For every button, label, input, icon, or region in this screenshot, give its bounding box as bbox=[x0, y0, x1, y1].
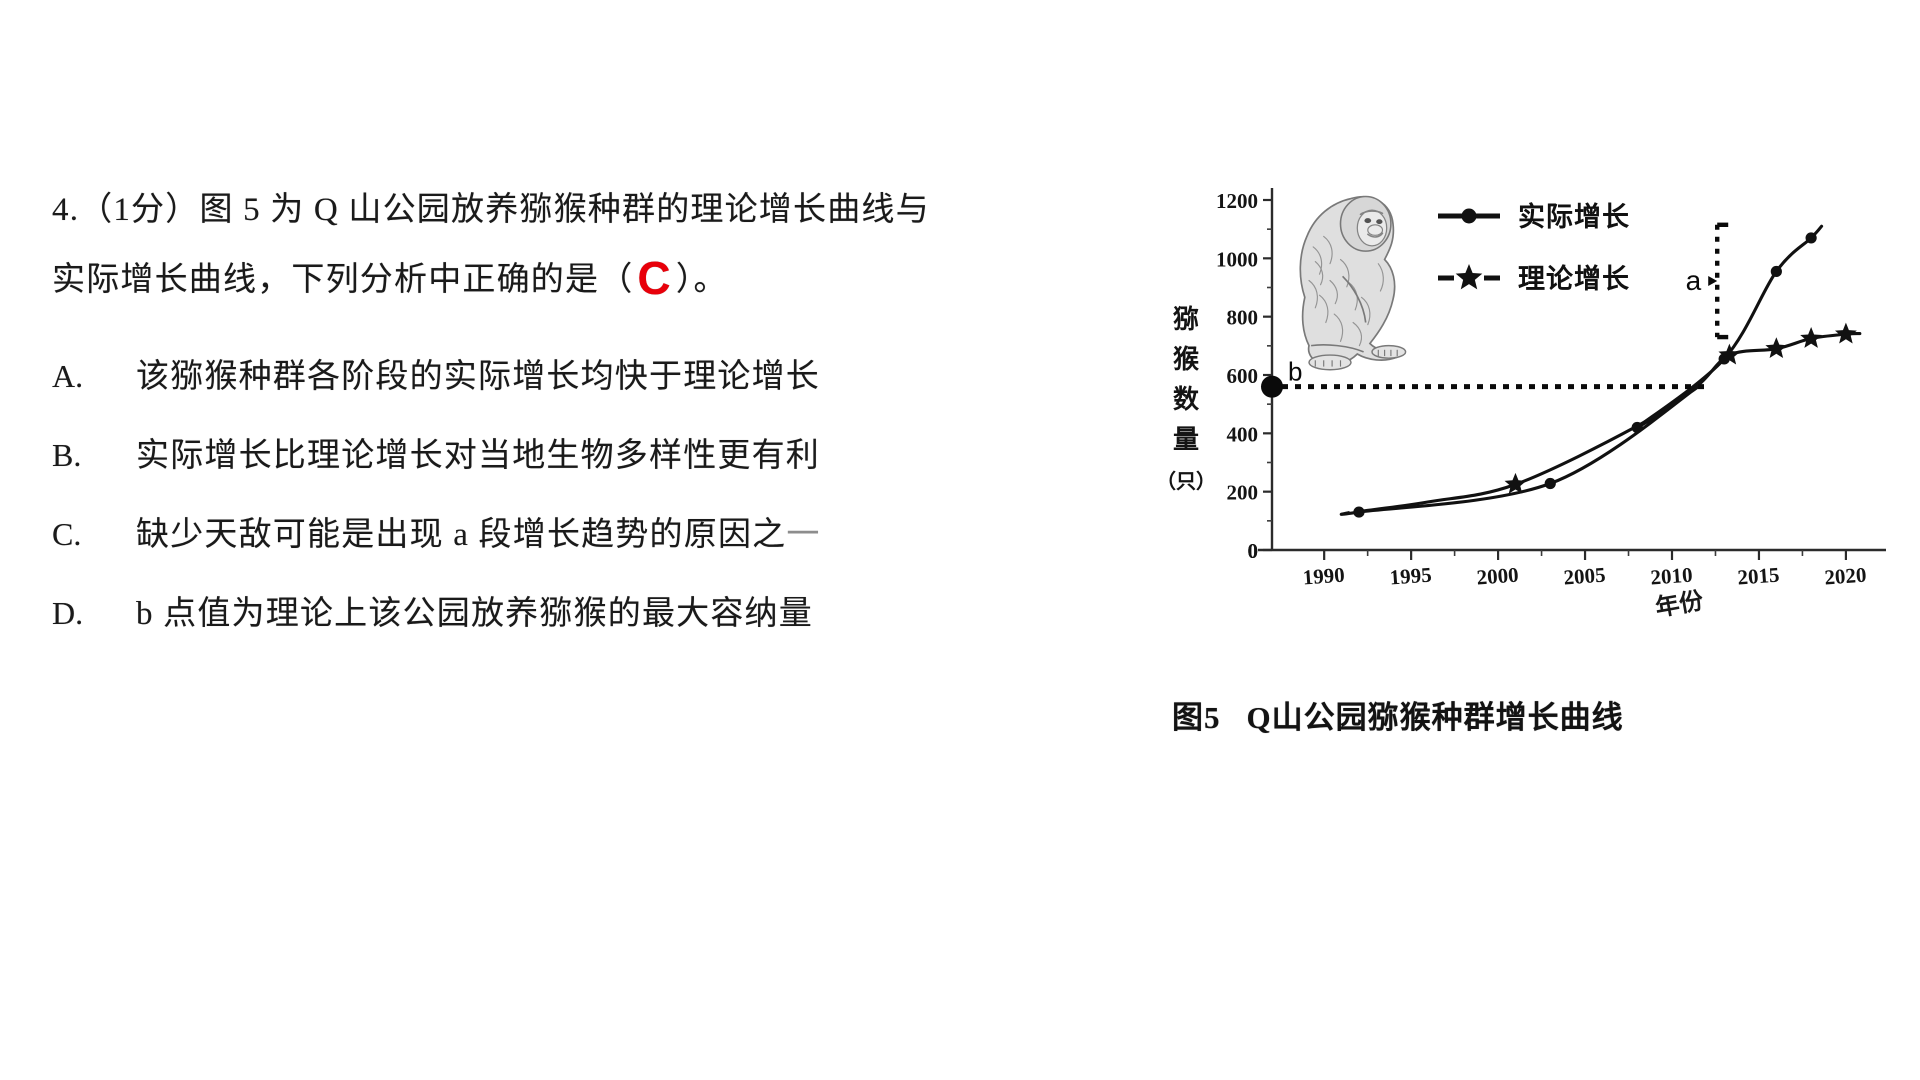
question-block: 4.（1分）图 5 为 Q 山公园放养猕猴种群的理论增长曲线与 实际增长曲线，下… bbox=[52, 175, 1162, 653]
legend-label: 理论增长 bbox=[1518, 263, 1630, 294]
question-score: （1分） bbox=[79, 192, 200, 228]
figure-caption: 图5 Q山公园猕猴种群增长曲线 bbox=[1172, 692, 1872, 737]
option-c-text-faded-tail: 一 bbox=[786, 517, 821, 553]
y-tick-label: 600 bbox=[1227, 364, 1259, 388]
x-axis-label: 年份 bbox=[1653, 586, 1706, 622]
x-tick-label: 1995 bbox=[1389, 563, 1433, 590]
option-d-key: D. bbox=[52, 595, 84, 631]
x-tick-label: 1990 bbox=[1302, 563, 1346, 590]
annotation-a-label: a bbox=[1686, 265, 1702, 296]
option-b-key: B. bbox=[52, 437, 82, 473]
figure-chart: 猕猴数量（只） 0 200 400 600 800 1000 1200 0 1990 1995 2… bbox=[1160, 178, 1900, 648]
x-tick-label: 2000 bbox=[1476, 563, 1520, 590]
option-c[interactable]: C. 缺少天敌可能是出现 a 段增长趋势的原因之 一 bbox=[52, 495, 1162, 574]
question-stem-part-3: ）。 bbox=[675, 262, 728, 298]
options-list: A. 该猕猴种群各阶段的实际增长均快于理论增长 B. 实际增长比理论增长对当地生… bbox=[52, 337, 1162, 653]
y-axis-label-char: 猴 bbox=[1173, 345, 1200, 374]
option-c-text: 缺少天敌可能是出现 a 段增长趋势的原因之 bbox=[136, 517, 787, 553]
question-stem-line-2: 实际增长曲线，下列分析中正确的是（C）。 bbox=[52, 245, 1162, 315]
y-tick-label: 800 bbox=[1227, 306, 1259, 330]
option-b[interactable]: B. 实际增长比理论增长对当地生物多样性更有利 bbox=[52, 416, 1162, 495]
data-point-star bbox=[1765, 337, 1788, 359]
chart-annotations: ba bbox=[1261, 222, 1729, 398]
option-d-text: b 点值为理论上该公园放养猕猴的最大容纳量 bbox=[136, 596, 813, 632]
y-axis-label-char: 数 bbox=[1173, 385, 1200, 414]
data-point-circle bbox=[1770, 265, 1782, 278]
y-axis-label-char: 量 bbox=[1173, 425, 1199, 454]
series-theoretical-growth bbox=[1357, 322, 1862, 514]
macaque-monkey-drawing bbox=[1299, 195, 1407, 371]
legend-item-actual-growth: 实际增长 bbox=[1438, 201, 1630, 232]
x-tick-label: 2020 bbox=[1824, 563, 1868, 590]
x-tick-label: 2010 bbox=[1650, 563, 1694, 590]
origin-label: 0 bbox=[1248, 539, 1259, 563]
option-b-text: 实际增长比理论增长对当地生物多样性更有利 bbox=[136, 438, 820, 474]
y-axis-label-char: （只） bbox=[1160, 470, 1216, 493]
legend-item-theoretical-growth: 理论增长 bbox=[1438, 263, 1630, 294]
annotation-a: a bbox=[1686, 222, 1729, 340]
data-point-circle bbox=[1544, 477, 1556, 490]
data-point-star bbox=[1504, 472, 1527, 494]
annotation-b-label: b bbox=[1288, 357, 1302, 387]
chart-series bbox=[1339, 224, 1862, 518]
figure-caption-label: 图5 bbox=[1172, 700, 1221, 735]
data-point-star bbox=[1834, 322, 1857, 344]
question-stem-line-1: 4.（1分）图 5 为 Q 山公园放养猕猴种群的理论增长曲线与 bbox=[52, 175, 1162, 245]
x-axis-ticks: 1990 1995 2000 2005 2010 2015 2020 bbox=[1302, 550, 1867, 589]
annotation-b: b bbox=[1261, 357, 1707, 398]
option-d[interactable]: D. b 点值为理论上该公园放养猕猴的最大容纳量 bbox=[52, 574, 1162, 653]
y-axis-label-char: 猕 bbox=[1173, 305, 1199, 334]
data-point-star bbox=[1718, 343, 1741, 365]
option-a[interactable]: A. 该猕猴种群各阶段的实际增长均快于理论增长 bbox=[52, 337, 1162, 416]
legend-label: 实际增长 bbox=[1518, 201, 1630, 232]
y-tick-label: 0 bbox=[1248, 539, 1259, 563]
x-tick-label: 2015 bbox=[1737, 563, 1781, 590]
question-stem-part-2: 实际增长曲线，下列分析中正确的是（ bbox=[52, 262, 634, 298]
y-tick-label: 1000 bbox=[1216, 247, 1258, 271]
x-tick-label: 2005 bbox=[1563, 563, 1607, 590]
option-a-key: A. bbox=[52, 358, 84, 394]
question-stem-part-1: 图 5 为 Q 山公园放养猕猴种群的理论增长曲线与 bbox=[199, 192, 930, 228]
figure-caption-text: Q山公园猕猴种群增长曲线 bbox=[1246, 700, 1624, 735]
x-axis-label-text: 年份 bbox=[1653, 586, 1706, 622]
chart-axes bbox=[1258, 188, 1886, 552]
y-tick-label: 400 bbox=[1227, 422, 1259, 446]
answer-mark: C bbox=[637, 252, 672, 304]
option-c-key: C. bbox=[52, 516, 82, 552]
option-a-text: 该猕猴种群各阶段的实际增长均快于理论增长 bbox=[136, 359, 820, 395]
data-point-star bbox=[1800, 327, 1823, 348]
y-tick-label: 1200 bbox=[1216, 189, 1258, 213]
question-number: 4. bbox=[52, 192, 80, 228]
data-point-circle bbox=[1805, 232, 1817, 244]
y-tick-label: 200 bbox=[1227, 481, 1259, 505]
